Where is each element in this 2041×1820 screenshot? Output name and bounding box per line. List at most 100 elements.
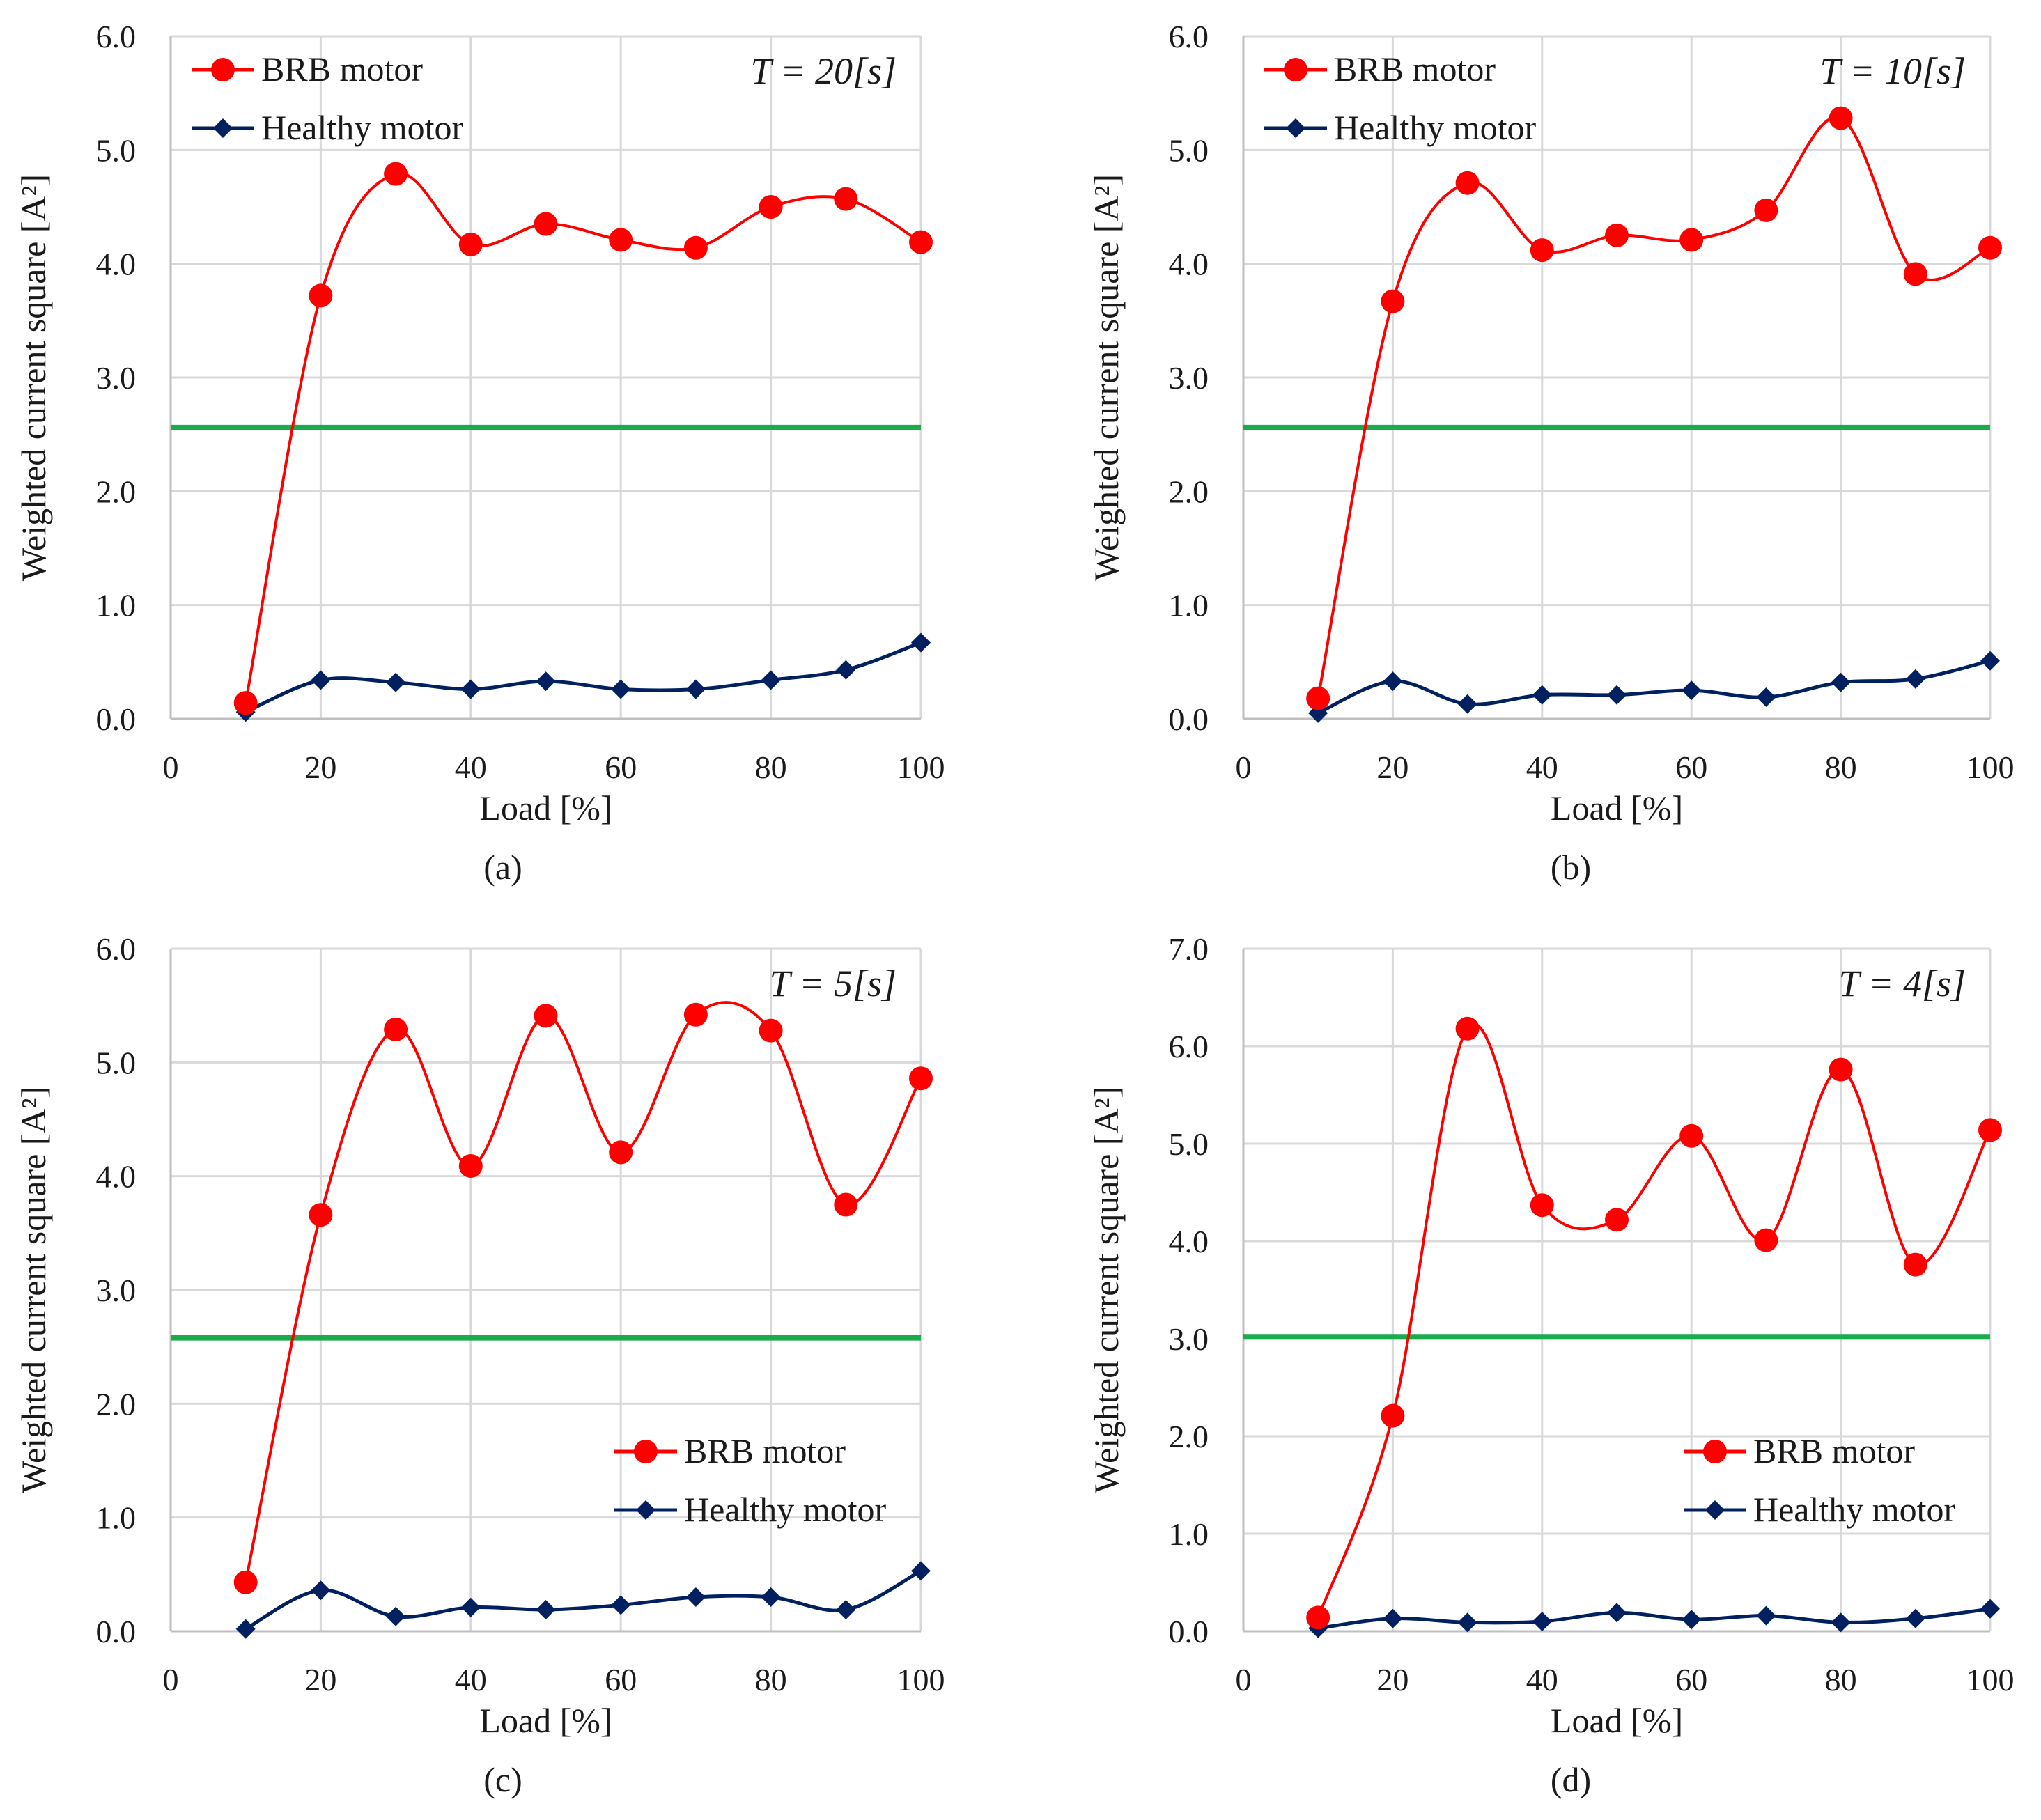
x-tick-label: 80 [1825, 749, 1857, 785]
healthy-data-point [386, 672, 406, 692]
healthy-data-point [761, 1587, 781, 1607]
brb-data-point [1455, 171, 1480, 195]
brb-data-point [1605, 1208, 1629, 1232]
brb-data-point [1903, 262, 1927, 286]
brb-data-point [233, 1570, 258, 1594]
x-tick-label: 0 [163, 749, 179, 785]
brb-data-point [683, 1002, 708, 1027]
brb-data-point [384, 162, 408, 186]
legend-marker-circle [634, 1440, 658, 1463]
x-tick-label: 100 [1966, 1662, 2015, 1697]
x-tick-label: 60 [1675, 1662, 1707, 1697]
y-tick-label: 1.0 [1169, 588, 1209, 623]
legend-label: Healthy motor [1334, 108, 1537, 147]
x-tick-label: 80 [755, 1662, 787, 1697]
brb-data-point [1455, 1016, 1480, 1041]
y-tick-label: 6.0 [96, 19, 137, 54]
legend-marker-diamond [213, 118, 233, 138]
healthy-series-line [1317, 1607, 1991, 1631]
brb-data-point [309, 1203, 333, 1227]
x-tick-label: 100 [897, 1662, 945, 1697]
brb-data-point [233, 691, 258, 715]
x-axis-title: Load [%] [1551, 1701, 1683, 1740]
brb-data-point [1754, 1228, 1778, 1252]
healthy-data-point [1383, 1608, 1403, 1628]
brb-data-point [759, 195, 783, 219]
brb-series-line [244, 171, 922, 703]
brb-data-point [1829, 1057, 1853, 1082]
healthy-data-point [685, 679, 706, 699]
healthy-data-point [1905, 1608, 1925, 1628]
panel-label: (d) [1551, 1760, 1591, 1799]
y-tick-label: 6.0 [1169, 1029, 1209, 1064]
healthy-data-point [611, 679, 631, 699]
legend-marker-circle [1703, 1440, 1727, 1463]
healthy-data-point [1980, 651, 2000, 671]
y-tick-label: 0.0 [96, 701, 137, 737]
healthy-data-point [1532, 1612, 1552, 1631]
brb-data-point [1829, 106, 1853, 130]
panel-label: (a) [483, 848, 522, 887]
brb-data-point [683, 235, 708, 260]
healthy-data-point [685, 1587, 706, 1607]
healthy-data-point [1905, 669, 1925, 689]
brb-series-line [1317, 116, 1991, 699]
y-tick-label: 0.0 [1169, 1614, 1209, 1649]
y-tick-label: 5.0 [96, 1045, 137, 1080]
brb-data-point [458, 1153, 483, 1178]
y-tick-label: 0.0 [96, 1614, 137, 1649]
healthy-data-point [1831, 1612, 1851, 1633]
brb-data-point [834, 187, 858, 211]
legend-marker-diamond [1286, 118, 1305, 138]
y-tick-label: 4.0 [96, 1159, 137, 1195]
brb-data-point [1605, 223, 1629, 247]
healthy-data-point [1532, 685, 1552, 705]
y-axis-title: Weighted current square [A²] [1087, 1087, 1126, 1493]
brb-data-point [534, 212, 558, 236]
y-axis-title: Weighted current square [A²] [1087, 174, 1126, 581]
brb-data-point [609, 228, 633, 252]
healthy-data-point [1980, 1599, 2000, 1619]
x-tick-label: 20 [304, 749, 336, 785]
y-tick-label: 5.0 [96, 132, 137, 168]
healthy-data-point [836, 1599, 856, 1619]
healthy-data-point [460, 1597, 481, 1617]
brb-data-point [1530, 1193, 1554, 1218]
brb-data-point [909, 230, 933, 254]
x-tick-label: 20 [1376, 1662, 1408, 1697]
healthy-series-line [245, 641, 922, 714]
brb-data-point [1978, 235, 2002, 260]
panel-label: (b) [1551, 848, 1591, 887]
x-tick-label: 20 [304, 1662, 336, 1697]
y-axis-title: Weighted current square [A²] [14, 174, 53, 581]
legend-label: Healthy motor [1753, 1490, 1956, 1529]
brb-data-point [384, 1017, 408, 1041]
x-tick-label: 0 [1236, 749, 1252, 785]
healthy-data-point [1682, 680, 1702, 701]
y-tick-label: 2.0 [1169, 1419, 1209, 1454]
brb-data-point [1903, 1252, 1927, 1277]
x-tick-label: 80 [755, 749, 787, 785]
period-annotation: T = 10[s] [1819, 50, 1966, 92]
brb-data-point [1306, 686, 1330, 710]
legend-label: Healthy motor [684, 1490, 887, 1529]
healthy-data-point [911, 1561, 931, 1581]
brb-data-point [759, 1018, 783, 1043]
x-axis-title: Load [%] [479, 788, 612, 827]
x-tick-label: 40 [455, 749, 487, 785]
y-tick-label: 1.0 [1169, 1516, 1209, 1552]
legend-marker-diamond [1705, 1500, 1725, 1520]
x-tick-label: 20 [1376, 749, 1408, 785]
legend-label: Healthy motor [261, 108, 464, 147]
healthy-data-point [911, 632, 931, 653]
y-tick-label: 3.0 [1169, 1321, 1209, 1357]
brb-series-line [1317, 1022, 1992, 1619]
y-tick-label: 2.0 [96, 1386, 137, 1422]
y-tick-label: 3.0 [1169, 360, 1209, 396]
brb-data-point [1754, 198, 1778, 222]
legend-label: BRB motor [261, 49, 423, 88]
brb-data-point [458, 232, 483, 256]
x-tick-label: 40 [1526, 1662, 1558, 1697]
healthy-data-point [1756, 1605, 1776, 1626]
